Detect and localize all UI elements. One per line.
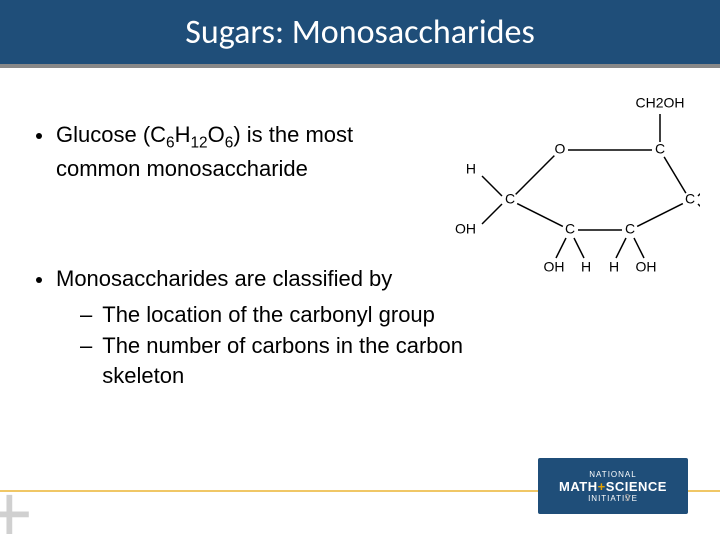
svg-text:OH: OH <box>544 259 565 275</box>
logo-plus-icon: + <box>598 479 606 494</box>
dash-icon: – <box>80 331 92 361</box>
svg-text:C: C <box>505 191 515 207</box>
svg-text:H: H <box>609 259 619 275</box>
svg-text:C: C <box>655 141 665 157</box>
sub-list: – The location of the carbonyl group – T… <box>80 300 496 391</box>
text-frag: O <box>208 122 225 147</box>
svg-text:C: C <box>625 221 635 237</box>
logo-tag: INITIATIVE <box>588 494 638 503</box>
sub-bullet: – The number of carbons in the carbon sk… <box>80 331 496 390</box>
svg-text:H: H <box>466 161 476 177</box>
dash-icon: – <box>80 300 92 330</box>
logo-big: MATH+SCIENCE <box>559 479 667 494</box>
svg-text:OH: OH <box>636 259 657 275</box>
corner-plus-icon: + <box>0 474 33 540</box>
logo-part: SCIENCE <box>606 479 667 494</box>
svg-text:O: O <box>555 141 566 157</box>
bullet-dot-icon <box>36 133 42 139</box>
svg-text:C: C <box>685 191 695 207</box>
subscript: 6 <box>166 134 175 151</box>
bullet-1: Glucose (C6H12O6) is the most common mon… <box>36 120 436 190</box>
nms-logo: NATIONAL MATH+SCIENCE INITIATIVE <box>538 458 688 514</box>
slide-title: Sugars: Monosaccharides <box>185 12 535 53</box>
sub-text: The location of the carbonyl group <box>102 300 435 330</box>
svg-text:C: C <box>565 221 575 237</box>
bullet-row: Glucose (C6H12O6) is the most common mon… <box>36 120 436 184</box>
svg-text:H: H <box>581 259 591 275</box>
bullet-2: Monosaccharides are classified by – The … <box>36 264 496 393</box>
slide: Sugars: Monosaccharides Glucose (C6H12O6… <box>0 0 720 540</box>
bullet-text: Glucose (C6H12O6) is the most common mon… <box>56 120 436 184</box>
bullet-row: Monosaccharides are classified by <box>36 264 496 294</box>
subscript: 12 <box>191 134 208 151</box>
sub-text: The number of carbons in the carbon skel… <box>102 331 496 390</box>
svg-text:OH: OH <box>455 221 476 237</box>
bullet-dot-icon <box>36 277 42 283</box>
text-frag: H <box>175 122 191 147</box>
sub-bullet: – The location of the carbonyl group <box>80 300 496 330</box>
title-bar: Sugars: Monosaccharides <box>0 0 720 68</box>
logo-small: NATIONAL <box>589 470 636 479</box>
page-number: 9 <box>624 493 630 504</box>
text-frag: Glucose (C <box>56 122 166 147</box>
chem-svg: CCCCCOHOHOHHHOHHOHCH2OH <box>440 90 700 280</box>
glucose-structure-diagram: CCCCCOHOHOHHHOHHOHCH2OH <box>440 90 700 280</box>
logo-part: MATH <box>559 479 598 494</box>
bullet-text: Monosaccharides are classified by <box>56 264 392 294</box>
svg-text:CH2OH: CH2OH <box>635 95 684 111</box>
